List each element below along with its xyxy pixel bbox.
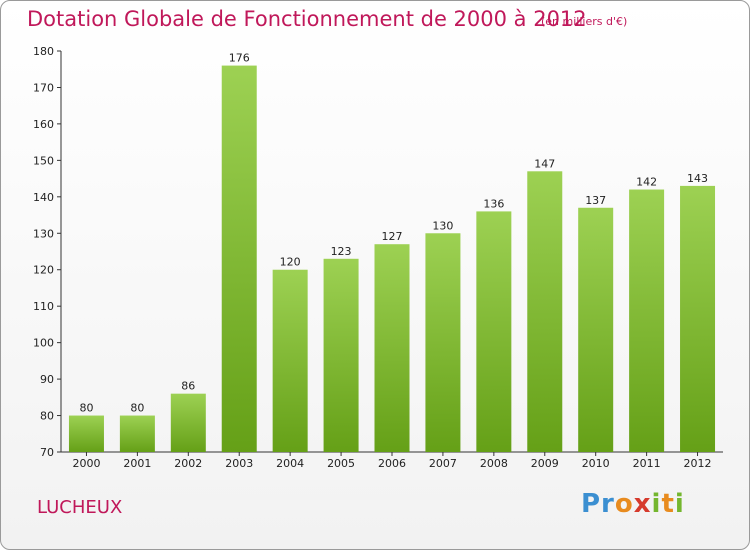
bar-2001 — [119, 415, 155, 452]
bar-2005 — [323, 258, 359, 452]
x-tick-label: 2009 — [531, 457, 559, 470]
y-tick-label: 110 — [33, 300, 54, 313]
y-tick-label: 80 — [40, 410, 54, 423]
data-label: 142 — [636, 176, 657, 189]
bar-2007 — [425, 233, 461, 452]
chart-subtitle: (en milliers d'€) — [541, 15, 628, 28]
y-tick-label: 90 — [40, 373, 54, 386]
y-tick-label: 70 — [40, 446, 54, 459]
x-tick-label: 2003 — [225, 457, 253, 470]
data-label: 176 — [229, 52, 250, 65]
y-tick-label: 140 — [33, 191, 54, 204]
data-label: 86 — [181, 380, 195, 393]
x-tick-label: 2004 — [276, 457, 304, 470]
bar-2012 — [680, 185, 716, 452]
y-tick-label: 150 — [33, 154, 54, 167]
bar-2000 — [68, 415, 104, 452]
x-tick-label: 2002 — [174, 457, 202, 470]
chart-bars — [68, 65, 716, 453]
y-tick-label: 160 — [33, 118, 54, 131]
x-tick-label: 2005 — [327, 457, 355, 470]
y-tick-label: 130 — [33, 227, 54, 240]
chart-title: Dotation Globale de Fonctionnement de 20… — [27, 7, 587, 31]
bar-2004 — [272, 269, 308, 452]
data-label: 80 — [79, 402, 93, 415]
bar-2008 — [476, 211, 512, 452]
y-tick-label: 170 — [33, 81, 54, 94]
bar-2002 — [170, 393, 206, 452]
bar-2009 — [527, 171, 563, 453]
bar-2003 — [221, 65, 257, 452]
x-tick-label: 2010 — [582, 457, 610, 470]
x-tick-label: 2006 — [378, 457, 406, 470]
bar-2010 — [578, 207, 614, 452]
y-tick-label: 120 — [33, 264, 54, 277]
data-label: 130 — [432, 219, 453, 232]
data-label: 147 — [534, 157, 555, 170]
chart-axes: 70 80 90 100 110 120 130 140 150 160 170 180 — [33, 45, 723, 459]
x-tick-label: 2012 — [684, 457, 712, 470]
x-tick-label: 2000 — [72, 457, 100, 470]
bar-2006 — [374, 244, 410, 452]
data-label: 136 — [483, 197, 504, 210]
data-label: 127 — [382, 230, 403, 243]
commune-name: LUCHEUX — [37, 497, 123, 518]
y-tick-label: 100 — [33, 337, 54, 350]
y-tick-label: 180 — [33, 45, 54, 58]
data-label: 80 — [130, 402, 144, 415]
data-label: 143 — [687, 172, 708, 185]
x-tick-label: 2008 — [480, 457, 508, 470]
x-tick-label: 2001 — [123, 457, 151, 470]
data-label: 120 — [280, 256, 301, 269]
data-label: 123 — [331, 245, 352, 258]
x-tick-label: 2011 — [633, 457, 661, 470]
chart-labels: 2000 80 2001 80 2002 86 2003 176 2004 120 2005 123 2… — [72, 52, 711, 470]
x-tick-label: 2007 — [429, 457, 457, 470]
bar-2011 — [629, 189, 665, 452]
proxiti-logo[interactable]: Proxiti — [581, 489, 685, 519]
data-label: 137 — [585, 194, 606, 207]
